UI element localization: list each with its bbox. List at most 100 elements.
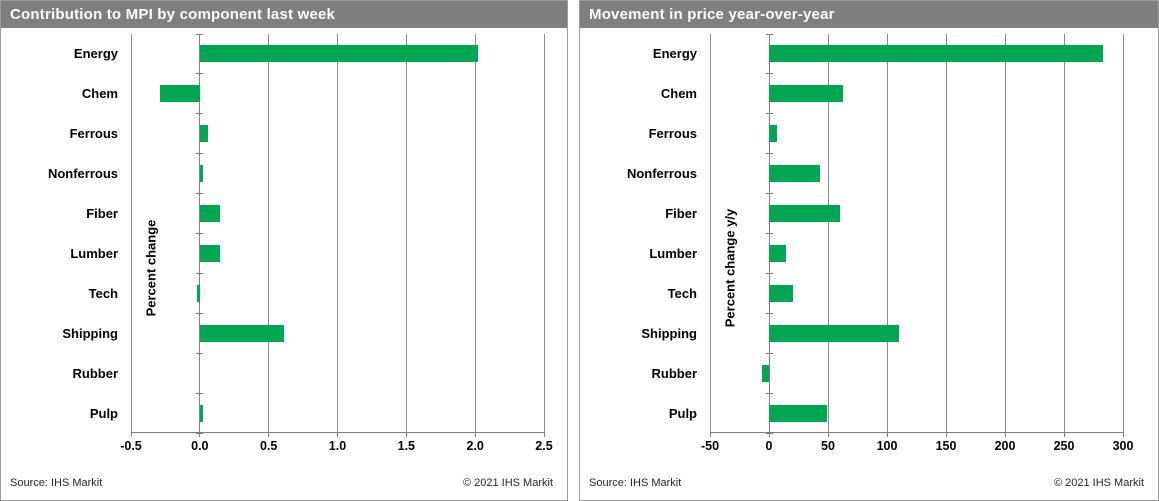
x-axis-tick-label: 1.0	[328, 439, 347, 453]
chart-panel-price-movement: Movement in price year-over-year Percent…	[579, 0, 1159, 501]
bar-pulp	[199, 404, 203, 422]
x-axis-tick-mark	[130, 432, 132, 437]
category-label-pulp: Pulp	[668, 405, 697, 421]
category-axis-tick	[765, 352, 773, 354]
x-axis-tick-mark	[474, 432, 476, 437]
x-axis-tick-mark	[1063, 432, 1065, 437]
bar-energy	[199, 45, 478, 63]
category-label-ferrous: Ferrous	[648, 126, 697, 142]
copyright-text: © 2021 IHS Markit	[462, 477, 553, 489]
bar-rubber	[761, 364, 769, 382]
x-axis-tick-mark	[1122, 432, 1124, 437]
source-text: Source: IHS Markit	[589, 477, 682, 489]
x-axis-tick-mark	[886, 432, 888, 437]
category-axis-tick	[196, 233, 204, 234]
bar-nonferrous	[769, 165, 820, 183]
category-label-shipping: Shipping	[62, 325, 118, 341]
source-text: Source: IHS Markit	[10, 477, 103, 489]
category-label-pulp: Pulp	[89, 405, 118, 421]
chart-title: Contribution to MPI by component last we…	[10, 6, 336, 23]
category-label-lumber: Lumber	[649, 245, 697, 261]
x-axis-tick-label: -50	[700, 439, 720, 453]
gridline	[405, 34, 407, 432]
y-axis-label: Percent change y/y	[722, 208, 738, 328]
chart-title: Movement in price year-over-year	[589, 6, 835, 23]
gridline	[130, 34, 132, 432]
bar-nonferrous	[199, 165, 203, 183]
bar-shipping	[769, 324, 899, 342]
bar-energy	[769, 45, 1103, 63]
category-axis-tick	[196, 432, 204, 434]
x-axis-tick-mark	[199, 432, 201, 437]
x-axis-tick-mark	[827, 432, 829, 437]
chart-title-bar: Contribution to MPI by component last we…	[1, 1, 567, 30]
x-axis-tick-label: 200	[994, 439, 1016, 453]
chart-panel-mpi-contribution: Contribution to MPI by component last we…	[0, 0, 568, 501]
category-label-ferrous: Ferrous	[69, 126, 118, 142]
category-label-chem: Chem	[660, 86, 697, 102]
bar-chem	[159, 85, 200, 103]
gridline	[709, 34, 711, 432]
category-label-lumber: Lumber	[70, 245, 118, 261]
category-axis-tick	[196, 272, 204, 274]
category-label-fiber: Fiber	[86, 206, 118, 222]
gridline	[543, 34, 545, 432]
gridline	[1063, 34, 1065, 432]
x-axis-tick-label: 300	[1112, 439, 1134, 453]
bar-ferrous	[199, 125, 209, 143]
bar-lumber	[199, 244, 221, 262]
category-axis-tick	[196, 153, 204, 155]
category-axis-tick	[765, 312, 773, 314]
x-axis-tick-mark	[337, 432, 338, 437]
gridline	[268, 34, 270, 432]
plot-area: Percent change -0.5 0.0 0.5 1.0 1.5 2.0 2.5 Ene…	[48, 33, 553, 453]
x-axis-tick-label: 0	[765, 439, 773, 453]
category-label-energy: Energy	[652, 46, 697, 62]
category-axis-tick	[765, 432, 773, 434]
x-axis-tick-mark	[768, 432, 770, 437]
bar-tech	[769, 284, 793, 302]
category-label-tech: Tech	[88, 285, 118, 301]
plot-area: Percent change y/y -50 0 50 100 150 200 250 300…	[627, 33, 1133, 453]
bar-fiber	[199, 205, 221, 223]
category-label-nonferrous: Nonferrous	[47, 166, 118, 182]
x-axis-tick-mark	[1004, 432, 1006, 437]
category-axis-tick	[765, 73, 773, 75]
gridline	[827, 34, 829, 432]
category-label-rubber: Rubber	[651, 365, 698, 381]
bar-ferrous	[769, 125, 778, 143]
category-axis-tick	[196, 392, 204, 394]
bar-pulp	[769, 404, 827, 422]
category-axis-tick	[765, 233, 773, 234]
category-axis-tick	[765, 392, 773, 394]
category-axis-tick	[765, 153, 773, 155]
category-axis-tick	[765, 113, 773, 115]
gridline	[945, 34, 947, 432]
x-axis-tick-label: 150	[935, 439, 957, 453]
x-axis-tick-label: -0.5	[120, 439, 142, 453]
x-axis-tick-mark	[543, 432, 545, 437]
category-axis-tick	[765, 33, 773, 35]
category-axis-tick	[196, 113, 204, 115]
x-axis-tick-label: 250	[1053, 439, 1075, 453]
gridline	[474, 34, 476, 432]
category-label-fiber: Fiber	[665, 206, 697, 222]
bar-fiber	[769, 205, 840, 223]
category-label-tech: Tech	[667, 285, 697, 301]
copyright-text: © 2021 IHS Markit	[1053, 477, 1144, 489]
category-axis-tick	[196, 33, 204, 35]
x-axis-tick-mark	[709, 432, 711, 437]
y-axis-label: Percent change	[143, 219, 159, 317]
bar-lumber	[769, 244, 786, 262]
gridline	[886, 34, 888, 432]
x-axis-tick-label: 1.5	[397, 439, 416, 453]
category-axis-tick	[196, 73, 204, 75]
x-axis-tick-label: 2.0	[466, 439, 484, 453]
x-axis-tick-label: 0.0	[191, 439, 209, 453]
x-axis-tick-label: 0.5	[259, 439, 278, 453]
category-label-nonferrous: Nonferrous	[626, 166, 697, 182]
category-label-rubber: Rubber	[72, 365, 119, 381]
gridline	[337, 34, 338, 432]
x-axis-tick-mark	[405, 432, 407, 437]
